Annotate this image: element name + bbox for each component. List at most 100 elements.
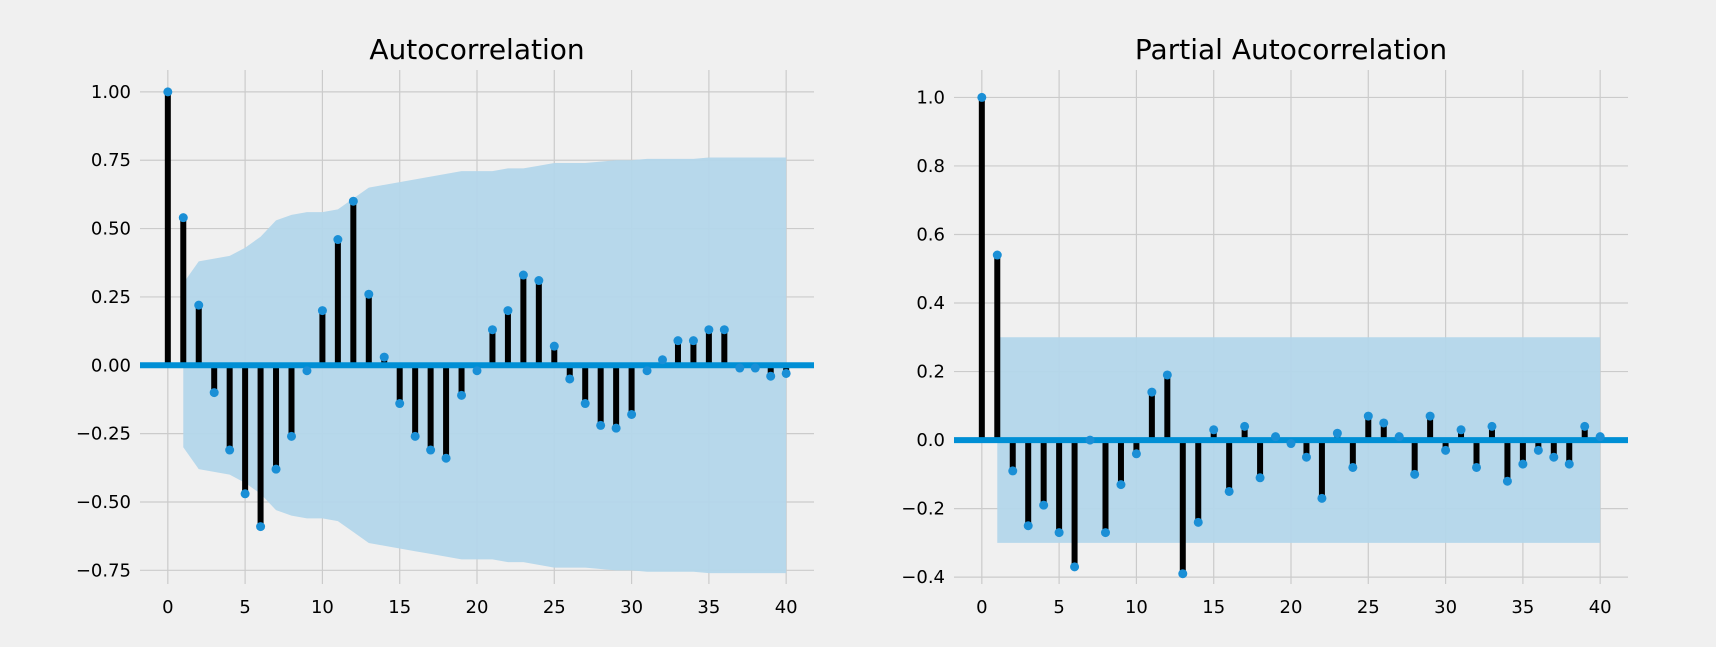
data-point xyxy=(1100,528,1110,538)
data-point xyxy=(472,366,482,376)
data-point xyxy=(302,366,312,376)
data-point xyxy=(596,420,606,430)
data-point xyxy=(1317,493,1327,503)
x-tick-label: 15 xyxy=(388,597,411,618)
data-point xyxy=(1410,469,1420,479)
data-point xyxy=(1178,569,1188,579)
data-point xyxy=(704,325,714,335)
chart-title: Autocorrelation xyxy=(369,33,584,66)
data-point xyxy=(1193,517,1203,527)
data-point xyxy=(1039,500,1049,510)
y-tick-label: 0.25 xyxy=(91,287,131,308)
x-tick-label: 5 xyxy=(1053,597,1064,618)
x-tick-label: 30 xyxy=(1434,597,1457,618)
data-point xyxy=(518,270,528,280)
data-point xyxy=(1070,562,1080,572)
data-point xyxy=(1209,425,1219,435)
data-point xyxy=(1286,439,1296,449)
data-point xyxy=(178,213,188,223)
data-point xyxy=(426,445,436,455)
data-point xyxy=(735,363,745,373)
data-point xyxy=(673,336,683,346)
data-point xyxy=(1054,528,1064,538)
data-point xyxy=(719,325,729,335)
chart-panel-2: 0 5 10 15 20 25 30 35 40 −0.4 −0.2 0.0 0.2 0.4 0.6 0.8 1… xyxy=(901,33,1628,618)
y-tick-label: 1.0 xyxy=(916,87,945,108)
x-tick-label: 30 xyxy=(620,597,643,618)
data-point xyxy=(977,92,987,102)
data-point xyxy=(379,352,389,362)
data-point xyxy=(457,390,467,400)
chart-title: Partial Autocorrelation xyxy=(1135,33,1447,66)
data-point xyxy=(1131,449,1141,459)
data-point xyxy=(750,363,760,373)
data-point xyxy=(225,445,235,455)
data-point xyxy=(642,366,652,376)
x-tick-label: 15 xyxy=(1202,597,1225,618)
x-tick-label: 25 xyxy=(1357,597,1380,618)
data-point xyxy=(580,399,590,409)
data-point xyxy=(1456,425,1466,435)
data-point xyxy=(688,336,698,346)
data-point xyxy=(163,87,173,97)
data-point xyxy=(1008,466,1018,476)
data-point xyxy=(1472,462,1482,472)
x-tick-label: 0 xyxy=(976,597,987,618)
data-point xyxy=(565,374,575,384)
data-point xyxy=(1363,411,1373,421)
y-tick-label: 0.50 xyxy=(91,219,131,240)
data-point xyxy=(1595,432,1605,442)
data-point xyxy=(348,196,358,206)
data-point xyxy=(194,300,204,310)
y-tick-label: 1.00 xyxy=(91,82,131,103)
data-point xyxy=(441,453,451,463)
data-point xyxy=(658,355,668,365)
data-point xyxy=(1580,421,1590,431)
y-tick-label: −0.75 xyxy=(76,560,131,581)
x-tick-label: 40 xyxy=(775,597,798,618)
y-tick-label: 0.6 xyxy=(916,224,945,245)
data-point xyxy=(487,325,497,335)
data-point xyxy=(1425,411,1435,421)
y-tick-label: 0.0 xyxy=(916,430,945,451)
data-point xyxy=(1023,521,1033,531)
data-point xyxy=(627,409,637,419)
y-tick-label: −0.25 xyxy=(76,424,131,445)
data-point xyxy=(209,388,219,398)
data-point xyxy=(1332,428,1342,438)
y-tick-label: −0.4 xyxy=(901,567,945,588)
data-point xyxy=(1379,418,1389,428)
data-point xyxy=(1116,480,1126,490)
data-point xyxy=(317,306,327,316)
x-tick-label: 10 xyxy=(311,597,334,618)
data-point xyxy=(1518,459,1528,469)
x-tick-label: 40 xyxy=(1589,597,1612,618)
data-point xyxy=(1348,462,1358,472)
y-tick-label: −0.50 xyxy=(76,492,131,513)
data-point xyxy=(1301,452,1311,462)
x-tick-label: 20 xyxy=(1280,597,1303,618)
data-point xyxy=(1549,452,1559,462)
x-tick-label: 20 xyxy=(466,597,489,618)
data-point xyxy=(1564,459,1574,469)
data-point xyxy=(1162,370,1172,380)
x-tick-label: 0 xyxy=(162,597,173,618)
data-point xyxy=(1502,476,1512,486)
data-point xyxy=(992,250,1002,260)
data-point xyxy=(1441,445,1451,455)
data-point xyxy=(781,368,791,378)
y-tick-label: 0.2 xyxy=(916,362,945,383)
y-tick-label: 0.75 xyxy=(91,150,131,171)
data-point xyxy=(256,522,266,532)
data-point xyxy=(1255,473,1265,483)
data-point xyxy=(364,289,374,299)
data-point xyxy=(549,341,559,351)
x-tick-label: 10 xyxy=(1125,597,1148,618)
chart-panel-1: 0 5 10 15 20 25 30 35 40 −0.75 −0.50 −0.25 0.00 0.25 0… xyxy=(76,33,814,618)
y-tick-label: 0.00 xyxy=(91,355,131,376)
data-point xyxy=(333,235,343,245)
data-point xyxy=(611,423,621,433)
y-tick-label: 0.4 xyxy=(916,293,945,314)
